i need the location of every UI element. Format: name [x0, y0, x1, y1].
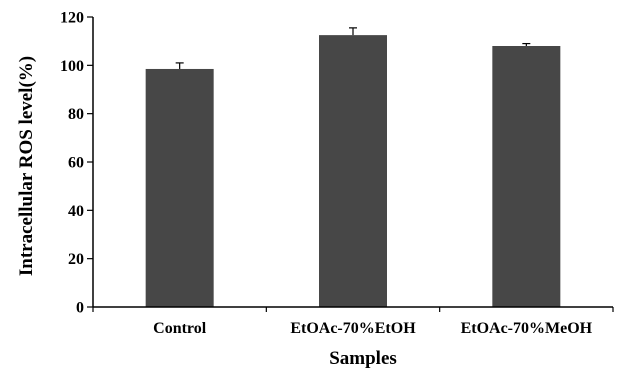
- bars-group: [145, 35, 561, 307]
- bar: [145, 68, 214, 307]
- y-tick-label: 80: [68, 106, 84, 123]
- y-tick-label: 20: [68, 251, 84, 268]
- y-axis-title: Intracellular ROS level(%): [16, 56, 37, 276]
- y-tick-label: 40: [68, 203, 84, 220]
- y-tick-label: 60: [68, 155, 84, 172]
- bar: [492, 46, 561, 307]
- x-ticks-group: Control EtOAc-70%EtOH EtOAc-70%MeOH: [92, 307, 614, 337]
- x-tick-label: Control: [153, 320, 207, 337]
- x-tick-label: EtOAc-70%MeOH: [461, 320, 593, 337]
- x-axis-title: Samples: [329, 348, 397, 369]
- y-tick-label: 120: [60, 10, 84, 27]
- x-tick-label: EtOAc-70%EtOH: [290, 320, 416, 337]
- y-ticks-group: 0 20 40 60 80 100 120: [60, 10, 93, 317]
- error-bars-group: [175, 27, 531, 69]
- y-tick-label: 100: [60, 58, 84, 75]
- bar: [319, 35, 387, 307]
- y-tick-label: 0: [76, 300, 84, 317]
